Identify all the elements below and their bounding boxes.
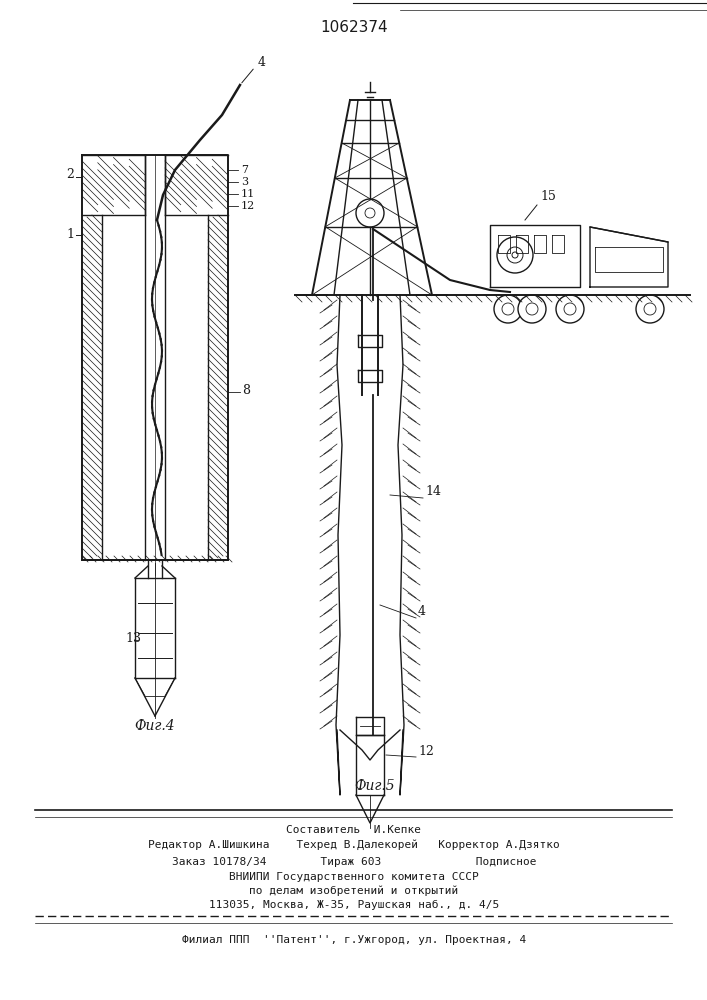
Text: 13: 13	[125, 632, 141, 645]
Circle shape	[365, 208, 375, 218]
Text: 12: 12	[241, 201, 255, 211]
Circle shape	[512, 252, 518, 258]
Text: 15: 15	[540, 190, 556, 203]
Text: 3: 3	[241, 177, 248, 187]
Text: 4: 4	[258, 56, 266, 70]
Circle shape	[356, 199, 384, 227]
Circle shape	[507, 247, 523, 263]
Text: 11: 11	[241, 189, 255, 199]
Circle shape	[518, 295, 546, 323]
Circle shape	[644, 303, 656, 315]
Text: 2: 2	[66, 168, 74, 182]
Text: 1: 1	[66, 229, 74, 241]
Text: 12: 12	[418, 745, 434, 758]
Text: 1062374: 1062374	[320, 20, 388, 35]
Text: Заказ 10178/34        Тираж 603              Подписное: Заказ 10178/34 Тираж 603 Подписное	[172, 857, 536, 867]
Text: Составитель  И.Кепке: Составитель И.Кепке	[286, 825, 421, 835]
Text: 4: 4	[418, 605, 426, 618]
Circle shape	[526, 303, 538, 315]
Text: Редактор А.Шишкина    Техред В.Далекорей   Корректор А.Дзятко: Редактор А.Шишкина Техред В.Далекорей Ко…	[148, 840, 560, 850]
Text: Филиал ППП  ''Патент'', г.Ужгород, ул. Проектная, 4: Филиал ППП ''Патент'', г.Ужгород, ул. Пр…	[182, 935, 526, 945]
Text: 14: 14	[425, 485, 441, 498]
Circle shape	[494, 295, 522, 323]
Text: по делам изобретений и открытий: по делам изобретений и открытий	[250, 886, 459, 896]
Text: 113035, Москва, Ж-35, Раушская наб., д. 4/5: 113035, Москва, Ж-35, Раушская наб., д. …	[209, 900, 499, 910]
Text: ВНИИПИ Государственного комитета СССР: ВНИИПИ Государственного комитета СССР	[229, 872, 479, 882]
Circle shape	[564, 303, 576, 315]
Circle shape	[497, 237, 533, 273]
Text: 7: 7	[241, 165, 248, 175]
Circle shape	[556, 295, 584, 323]
Text: Фиг.5: Фиг.5	[355, 779, 395, 793]
Text: Фиг.4: Фиг.4	[135, 719, 175, 733]
Circle shape	[636, 295, 664, 323]
Circle shape	[502, 303, 514, 315]
Text: 8: 8	[242, 383, 250, 396]
